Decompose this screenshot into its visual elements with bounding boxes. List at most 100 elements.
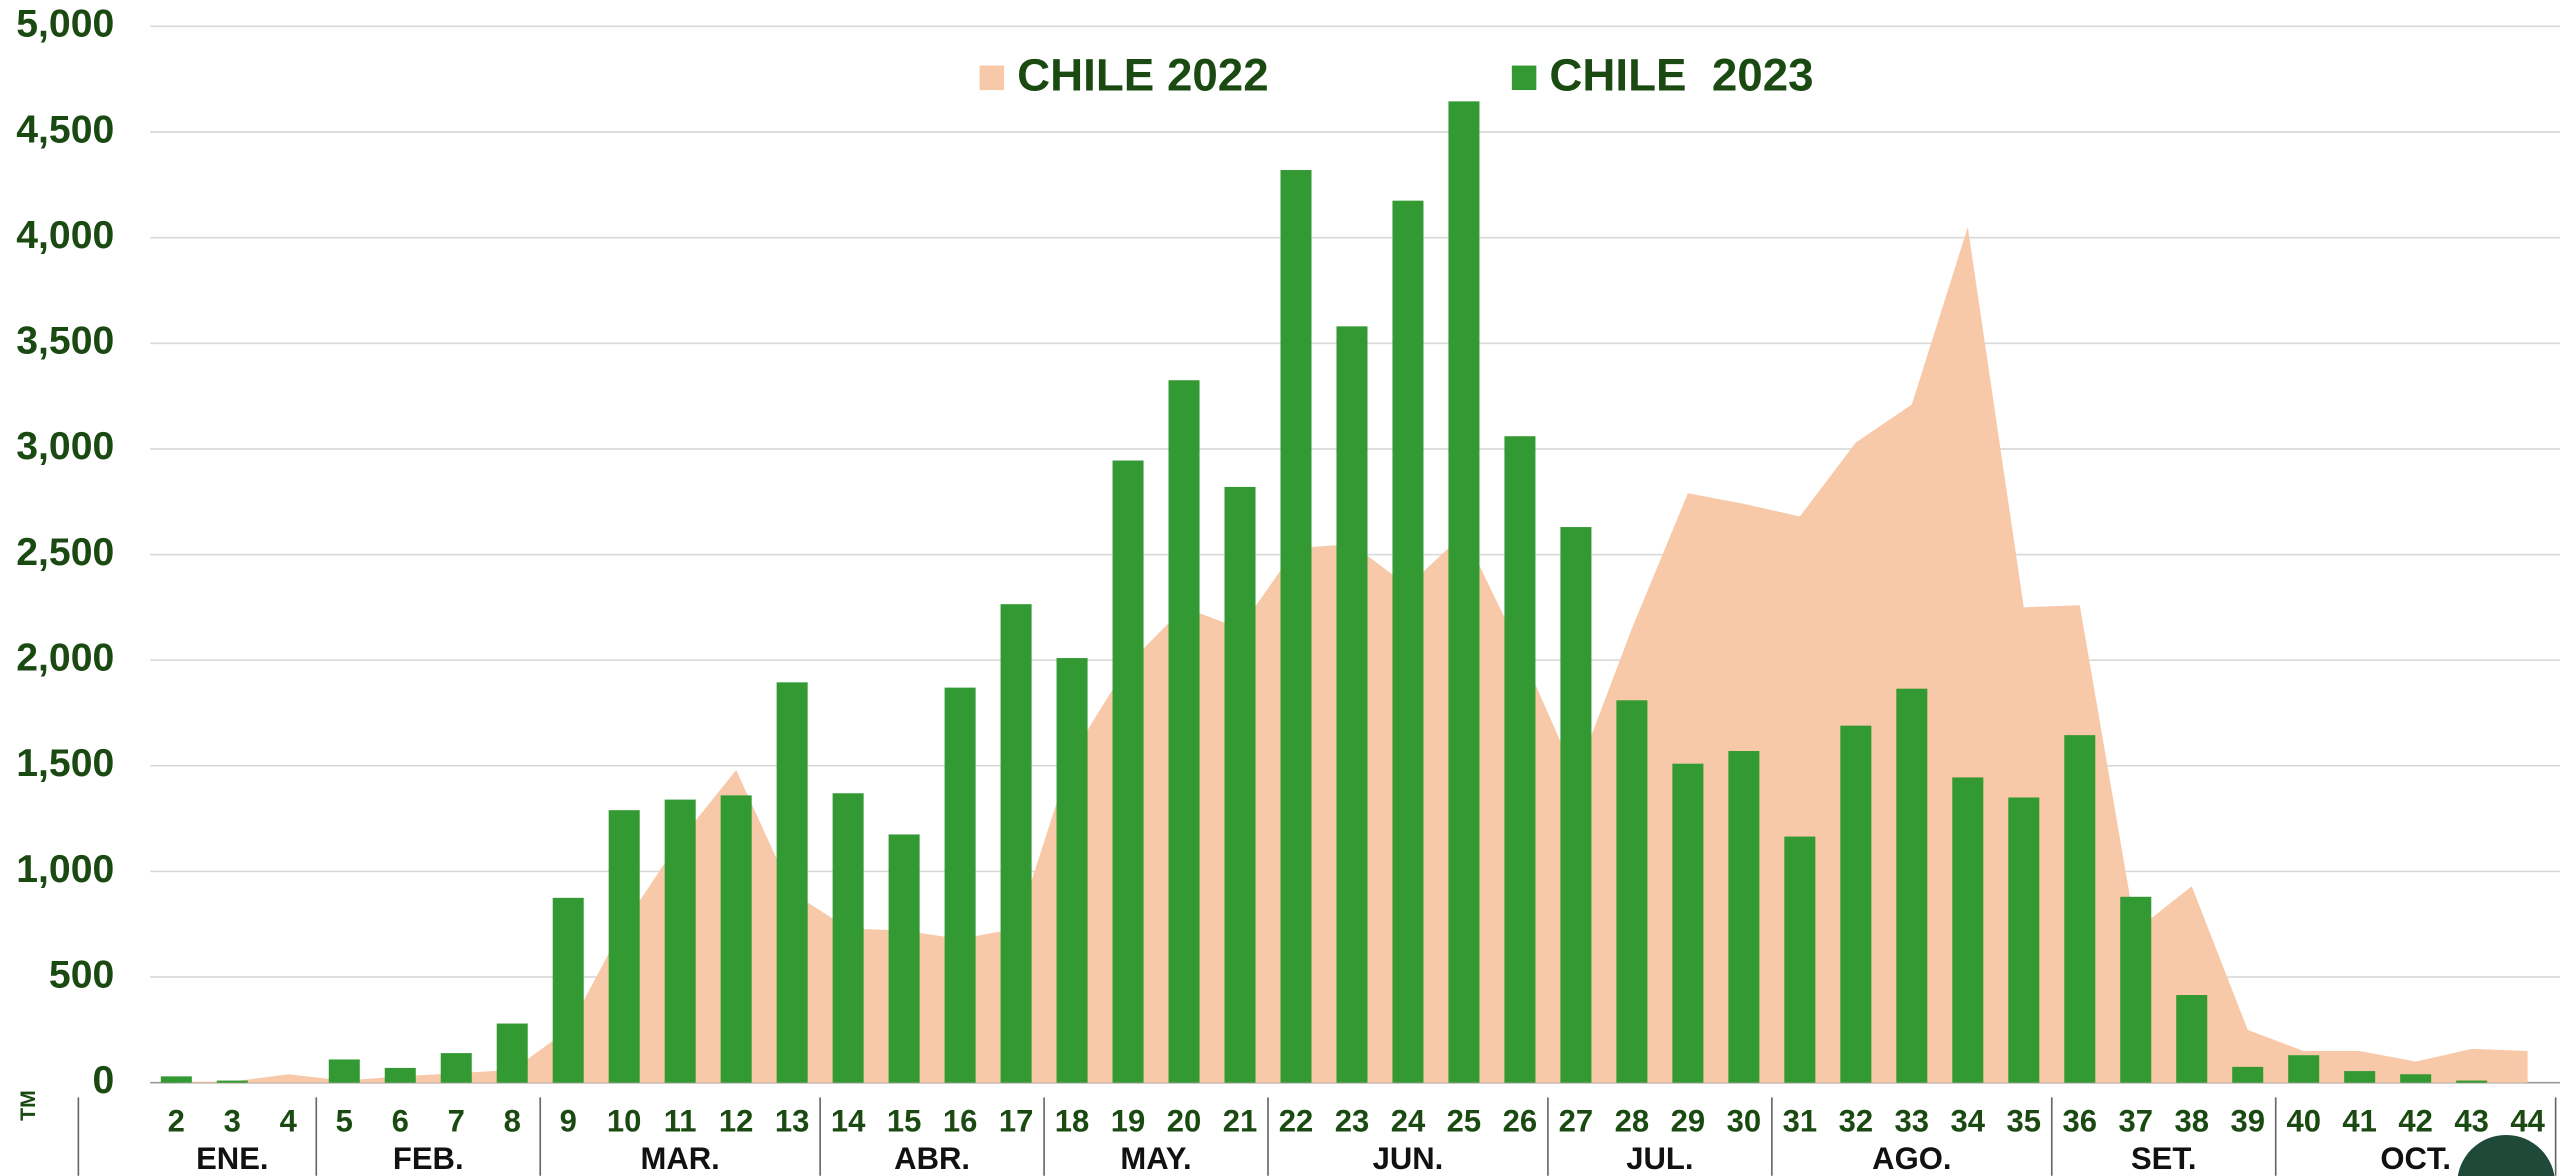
bar [1560,527,1592,1083]
bar [776,682,808,1083]
x-tick-label: 26 [1503,1104,1537,1139]
legend-swatch [1511,65,1537,91]
x-tick-label: 32 [1839,1104,1874,1139]
bar [1672,763,1704,1083]
y-tick-label: 3,500 [16,320,114,363]
month-label: AGO. [1872,1141,1951,1176]
x-tick-label: 21 [1223,1104,1258,1139]
x-tick-label: 35 [2007,1104,2042,1139]
bar [832,793,864,1083]
bar [1504,436,1536,1083]
x-tick-label: 20 [1167,1104,1202,1139]
x-tick-label: 25 [1447,1104,1482,1139]
bar [1952,777,1984,1083]
y-tick-label: 4,500 [16,108,114,151]
x-tick-label: 15 [887,1104,921,1139]
bar [2120,896,2152,1083]
bar [1000,604,1032,1083]
x-tick-label: 18 [1055,1104,1089,1139]
month-label: ENE. [196,1141,268,1176]
month-label: JUN. [1373,1141,1444,1176]
y-tick-label: 1,000 [16,848,114,891]
x-tick-label: 44 [2510,1104,2545,1139]
x-tick-label: 10 [607,1104,642,1139]
x-tick-label: 24 [1391,1104,1426,1139]
x-tick-label: 42 [2398,1104,2433,1139]
bar [1840,725,1872,1083]
x-tick-label: 41 [2342,1104,2377,1139]
bar [1616,700,1648,1083]
x-tick-label: 39 [2230,1104,2265,1139]
y-tick-label: 3,000 [16,425,114,468]
x-tick-label: 6 [392,1104,409,1139]
x-tick-label: 29 [1671,1104,1705,1139]
legend-label: CHILE 2023 [1549,50,1813,101]
decoration [2457,1134,2555,1176]
x-tick-label: 19 [1111,1104,1146,1139]
bar [1728,751,1760,1083]
bar [2344,1071,2376,1083]
bar [2176,995,2208,1083]
bar [2008,797,2040,1083]
x-tick-label: 34 [1951,1104,1986,1139]
bar [1112,460,1144,1083]
y-tick-label: 4,000 [16,214,114,257]
x-tick-label: 37 [2119,1104,2154,1139]
x-tick-label: 16 [943,1104,977,1139]
bar [1336,326,1368,1083]
y-tick-label: 0 [92,1059,114,1102]
x-tick-label: 8 [504,1104,521,1139]
x-tick-label: 28 [1615,1104,1649,1139]
x-tick-label: 13 [775,1104,810,1139]
legend-swatch [979,65,1005,91]
x-tick-label: 2 [168,1104,185,1139]
bar [160,1076,192,1083]
bar [2064,735,2096,1083]
month-label: FEB. [393,1141,464,1176]
month-label: MAR. [641,1141,720,1176]
legend-label: CHILE 2022 [1017,50,1268,101]
bar [496,1023,528,1083]
bar [552,897,584,1083]
x-tick-label: 31 [1783,1104,1818,1139]
x-tick-label: 4 [280,1104,298,1139]
bar [944,687,976,1083]
x-tick-label: 22 [1279,1104,1314,1139]
x-tick-label: 17 [999,1104,1033,1139]
y-tick-label: 500 [49,953,114,996]
month-label: SET. [2131,1141,2197,1176]
y-tick-label: 5,000 [16,3,114,46]
bar [2456,1080,2488,1083]
x-tick-label: 40 [2286,1104,2321,1139]
bar [2400,1074,2432,1083]
y-axis-label: TM [17,1090,40,1121]
month-label: OCT. [2380,1141,2451,1176]
bar [1896,688,1928,1083]
bar [2232,1066,2264,1083]
x-tick-label: 5 [336,1104,353,1139]
month-label: MAY. [1120,1141,1191,1176]
x-tick-label: 12 [719,1104,754,1139]
bar [1224,486,1256,1083]
x-tick-label: 3 [224,1104,241,1139]
bar [216,1080,248,1083]
month-label: JUL. [1626,1141,1693,1176]
bar [720,795,752,1083]
x-tick-label: 43 [2454,1104,2489,1139]
x-tick-label: 33 [1895,1104,1930,1139]
bar [888,834,920,1083]
bar [1392,200,1424,1083]
x-tick-label: 7 [448,1104,465,1139]
x-tick-label: 38 [2174,1104,2209,1139]
bar [328,1059,360,1083]
bar [440,1053,472,1083]
y-tick-label: 1,500 [16,742,114,785]
bar [1784,836,1816,1083]
bar [608,810,640,1083]
y-tick-label: 2,500 [16,531,114,574]
x-tick-label: 23 [1335,1104,1370,1139]
bar [1168,380,1200,1083]
bar [1448,101,1480,1083]
y-tick-label: 2,000 [16,637,114,680]
